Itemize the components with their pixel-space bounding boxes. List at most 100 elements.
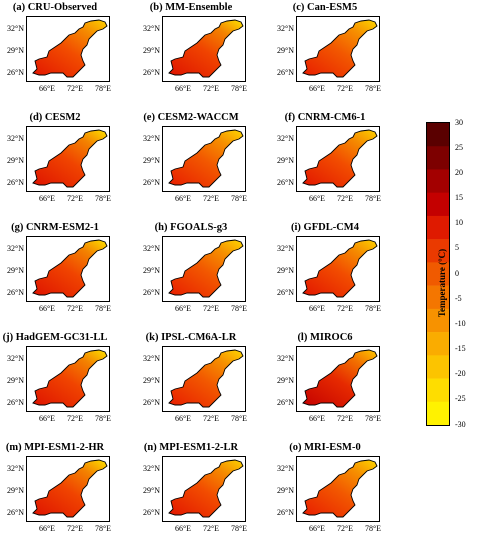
panel-title: (a) CRU-Observed: [12, 2, 98, 13]
longitude-label: 72°E: [202, 414, 220, 423]
latitude-label: 32°N: [277, 354, 294, 363]
latitude-label: 32°N: [7, 354, 24, 363]
colorbar-swatch: [427, 239, 449, 263]
longitude-label: 72°E: [66, 304, 84, 313]
latitude-label: 26°N: [143, 288, 160, 297]
latitude-label: 29°N: [7, 266, 24, 275]
map-panel: (k) IPSL-CM6A-LR 32°N 29°N 26°N 66°E 72°E 78°E: [136, 332, 247, 442]
pakistan-region: [32, 19, 108, 78]
temperature-map: [168, 349, 244, 408]
longitude-label: 78°E: [364, 194, 382, 203]
panel-title: (h) FGOALS-g3: [154, 222, 228, 233]
latitude-label: 26°N: [277, 508, 294, 517]
colorbar-swatch: [427, 215, 449, 240]
longitude-label: 72°E: [66, 524, 84, 533]
panel-title: (e) CESM2-WACCM: [143, 112, 239, 123]
map-frame: [296, 126, 380, 192]
colorbar-tick-label: 5: [455, 243, 459, 253]
map-panel: (l) MIROC6 32°N 29°N 26°N 66°E 72°E 78°E: [270, 332, 381, 442]
map-frame: [26, 126, 110, 192]
pakistan-region: [302, 349, 378, 408]
longitude-label: 66°E: [308, 84, 326, 93]
latitude-label: 32°N: [277, 464, 294, 473]
longitude-label: 78°E: [230, 194, 248, 203]
latitude-label: 26°N: [7, 178, 24, 187]
latitude-label: 32°N: [277, 24, 294, 33]
longitude-label: 78°E: [94, 84, 112, 93]
temperature-map: [32, 19, 108, 78]
temperature-map: [168, 19, 244, 78]
latitude-label: 32°N: [7, 134, 24, 143]
latitude-label: 29°N: [277, 46, 294, 55]
colorbar-swatch: [427, 308, 449, 333]
longitude-label: 72°E: [202, 84, 220, 93]
colorbar-tick-label: -10: [455, 318, 466, 328]
temperature-map: [302, 239, 378, 298]
colorbar-swatch: [427, 192, 449, 217]
map-panel: (e) CESM2-WACCM 32°N 29°N 26°N 66°E 72°E 78°E: [136, 112, 248, 222]
panel-title: (d) CESM2: [29, 112, 81, 123]
panel-title: (l) MIROC6: [297, 332, 353, 343]
longitude-label: 78°E: [364, 524, 382, 533]
latitude-label: 26°N: [277, 398, 294, 407]
longitude-label: 78°E: [364, 304, 382, 313]
latitude-label: 26°N: [7, 288, 24, 297]
map-frame: [296, 236, 380, 302]
latitude-label: 26°N: [143, 508, 160, 517]
panel-title: (b) MM-Ensemble: [149, 2, 233, 13]
pakistan-region: [32, 459, 108, 518]
pakistan-region: [32, 129, 108, 188]
temperature-map: [302, 349, 378, 408]
temperature-map: [168, 459, 244, 518]
longitude-label: 72°E: [336, 84, 354, 93]
longitude-label: 78°E: [94, 524, 112, 533]
map-frame: [162, 456, 246, 522]
latitude-label: 29°N: [143, 376, 160, 385]
longitude-label: 66°E: [308, 194, 326, 203]
colorbar-swatch: [427, 401, 449, 425]
temperature-map: [32, 459, 108, 518]
latitude-label: 29°N: [277, 266, 294, 275]
panel-title: (o) MRI-ESM-0: [289, 442, 361, 453]
panel-title: (k) IPSL-CM6A-LR: [145, 332, 237, 343]
latitude-label: 26°N: [7, 508, 24, 517]
longitude-label: 72°E: [336, 524, 354, 533]
colorbar-swatch: [427, 378, 449, 403]
latitude-label: 32°N: [143, 464, 160, 473]
temperature-map: [302, 129, 378, 188]
map-frame: [296, 456, 380, 522]
longitude-label: 66°E: [174, 304, 192, 313]
map-panel: (j) HadGEM-GC31-LL 32°N 29°N 26°N 66°E 72°E 78…: [0, 332, 111, 442]
map-panel: (c) Can-ESM5 32°N 29°N 26°N 66°E 72°E 78°E: [270, 2, 381, 112]
map-frame: [162, 126, 246, 192]
map-panel: (a) CRU-Observed 32°N 29°N 26°N 66°E 72°E 78°E: [0, 2, 112, 112]
latitude-label: 32°N: [277, 244, 294, 253]
colorbar-swatch: [427, 123, 449, 147]
map-panel: (h) FGOALS-g3 32°N 29°N 26°N 66°E 72°E 78°E: [136, 222, 247, 332]
panel-title: (c) Can-ESM5: [292, 2, 358, 13]
latitude-label: 29°N: [143, 46, 160, 55]
latitude-label: 32°N: [143, 354, 160, 363]
longitude-label: 66°E: [38, 304, 56, 313]
longitude-label: 78°E: [230, 524, 248, 533]
latitude-label: 29°N: [277, 156, 294, 165]
latitude-label: 29°N: [7, 376, 24, 385]
map-frame: [162, 16, 246, 82]
colorbar-swatch: [427, 355, 449, 379]
pakistan-region: [302, 239, 378, 298]
map-frame: [162, 236, 246, 302]
longitude-label: 72°E: [66, 84, 84, 93]
pakistan-region: [302, 129, 378, 188]
longitude-label: 66°E: [38, 524, 56, 533]
longitude-label: 72°E: [336, 414, 354, 423]
longitude-label: 66°E: [174, 84, 192, 93]
longitude-label: 78°E: [94, 194, 112, 203]
panel-title: (m) MPI-ESM1-2-HR: [5, 442, 105, 453]
colorbar-gradient: [427, 123, 449, 425]
map-frame: [162, 346, 246, 412]
latitude-label: 32°N: [143, 244, 160, 253]
colorbar-swatch: [427, 285, 449, 310]
map-frame: [296, 16, 380, 82]
latitude-label: 26°N: [277, 178, 294, 187]
longitude-label: 72°E: [66, 194, 84, 203]
